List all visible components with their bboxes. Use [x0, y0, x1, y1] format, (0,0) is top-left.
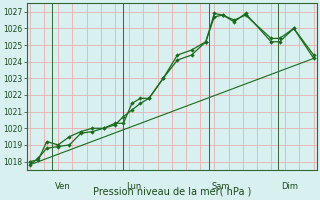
Text: Lun: Lun [126, 182, 141, 191]
Text: Sam: Sam [212, 182, 230, 191]
Text: Dim: Dim [281, 182, 298, 191]
X-axis label: Pression niveau de la mer( hPa ): Pression niveau de la mer( hPa ) [92, 187, 251, 197]
Text: Ven: Ven [55, 182, 71, 191]
